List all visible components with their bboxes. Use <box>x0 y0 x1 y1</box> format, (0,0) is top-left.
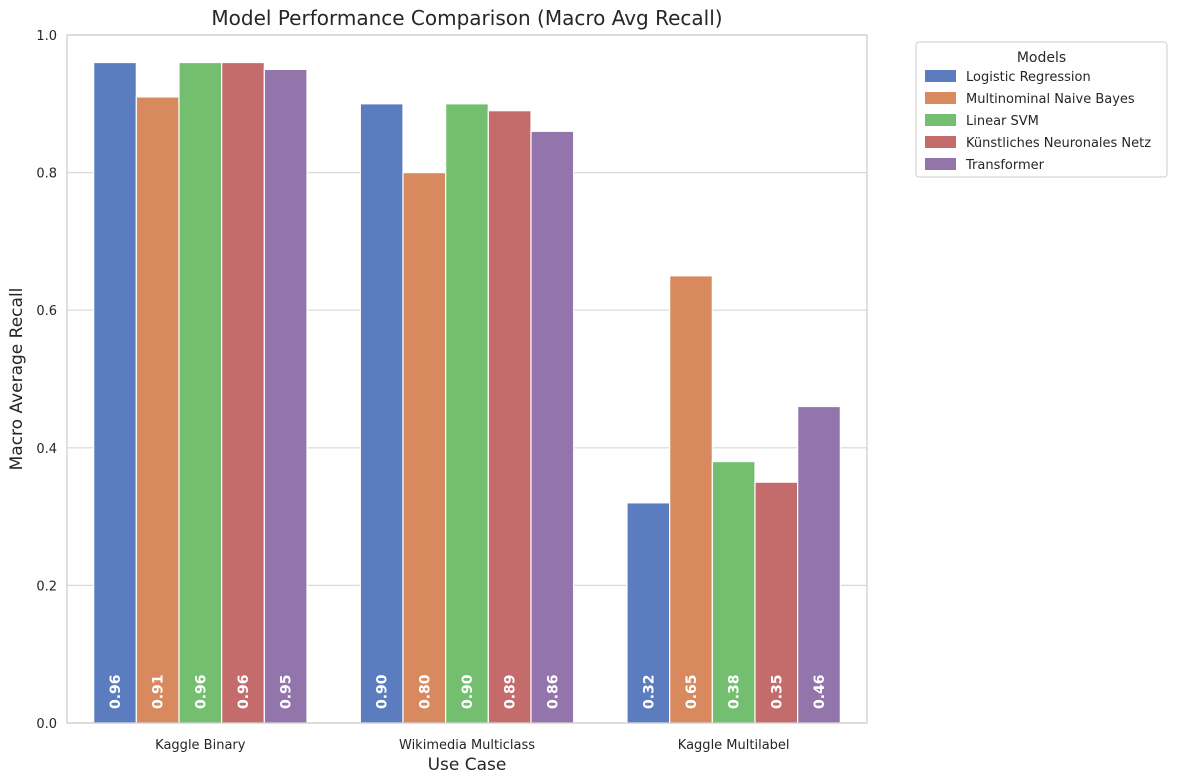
y-tick-label: 0.2 <box>36 579 57 594</box>
legend-swatch <box>925 92 956 104</box>
y-tick-label: 1.0 <box>36 29 57 44</box>
bar-value-label: 0.80 <box>417 674 433 709</box>
chart-title: Model Performance Comparison (Macro Avg … <box>211 6 722 30</box>
legend-swatch <box>925 70 956 82</box>
bar-value-label: 0.96 <box>108 674 124 709</box>
bar <box>135 96 180 724</box>
bar <box>93 61 137 724</box>
bar <box>669 275 713 724</box>
bar <box>402 172 447 724</box>
bar-value-label: 0.46 <box>812 674 828 709</box>
bar-value-label: 0.89 <box>503 674 519 709</box>
bar <box>445 103 489 724</box>
legend-item-label: Transformer <box>965 158 1045 173</box>
bar <box>221 61 265 724</box>
x-tick-label: Kaggle Binary <box>155 738 246 753</box>
bar <box>487 110 532 724</box>
bar <box>359 103 404 724</box>
y-axis-label: Macro Average Recall <box>7 288 27 471</box>
bar-value-label: 0.90 <box>375 674 391 709</box>
plot-frame <box>66 34 868 724</box>
legend-swatch <box>925 158 956 170</box>
y-tick-label: 0.6 <box>36 304 57 319</box>
legend-item-label: Logistic Regression <box>966 70 1091 85</box>
y-tick-label: 0.4 <box>36 442 57 457</box>
legend: Models Logistic Regression Multinominal N… <box>915 41 1168 178</box>
legend-item-label: Künstliches Neuronales Netz <box>966 136 1151 151</box>
bar <box>797 405 841 724</box>
x-tick-label: Kaggle Multilabel <box>678 738 790 753</box>
legend-swatch <box>925 114 956 126</box>
bar-value-label: 0.95 <box>279 674 295 709</box>
legend-swatch <box>925 136 956 148</box>
bar-value-label: 0.96 <box>193 674 209 709</box>
x-ticks: Kaggle Binary Wikimedia Multiclass Kaggle … <box>155 738 789 753</box>
bar <box>530 130 575 724</box>
y-tick-label: 0.0 <box>36 717 57 732</box>
bar-value-label: 0.32 <box>641 674 657 709</box>
bar-value-label: 0.91 <box>151 674 167 709</box>
legend-item-label: Linear SVM <box>966 114 1039 129</box>
bar-value-label: 0.96 <box>236 674 252 709</box>
bar-value-label: 0.90 <box>460 674 476 709</box>
bar <box>178 61 223 724</box>
bars-group <box>93 61 841 724</box>
bar <box>263 68 308 724</box>
legend-title: Models <box>1017 50 1066 66</box>
bar-value-label: 0.35 <box>769 674 785 709</box>
bar-value-label: 0.65 <box>684 674 700 709</box>
x-axis-label: Use Case <box>428 755 507 775</box>
legend-item-label: Multinominal Naive Bayes <box>966 92 1135 107</box>
y-tick-label: 0.8 <box>36 167 57 182</box>
y-ticks: 0.0 0.2 0.4 0.6 0.8 1.0 <box>36 29 57 732</box>
bar-value-label: 0.38 <box>727 674 743 709</box>
bar-value-label: 0.86 <box>545 674 561 709</box>
legend-box <box>915 41 1168 178</box>
bar-labels-group: 0.96 0.91 0.96 0.96 0.95 0.90 0.80 0.90 0.89 0.86… <box>108 674 828 709</box>
x-tick-label: Wikimedia Multiclass <box>399 738 535 753</box>
